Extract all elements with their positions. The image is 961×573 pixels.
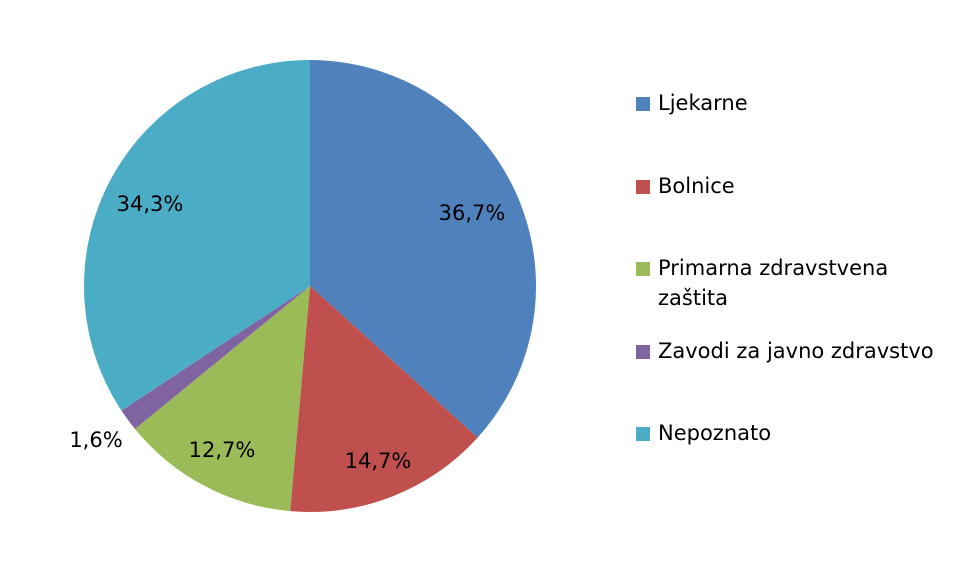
pie-slice xyxy=(121,286,310,429)
pie-slice xyxy=(134,286,310,512)
legend-label: Nepoznato xyxy=(658,421,772,445)
data-label: 14,7% xyxy=(345,449,412,473)
data-label: 12,7% xyxy=(189,438,256,462)
data-label: 1,6% xyxy=(69,428,122,452)
legend-swatch xyxy=(636,180,650,194)
pie-slice xyxy=(290,286,478,512)
legend-swatch xyxy=(636,427,650,441)
legend-swatch xyxy=(636,262,650,276)
legend-item-ljekarne: Ljekarne xyxy=(636,91,948,118)
legend-swatch xyxy=(636,345,650,359)
pie-slice xyxy=(83,59,310,411)
legend-item-primarna: Primarna zdravstvena zaštita xyxy=(636,256,948,313)
legend-label: Bolnice xyxy=(658,174,735,198)
legend-label: Ljekarne xyxy=(658,91,748,115)
legend-item-bolnice: Bolnice xyxy=(636,174,948,201)
data-label: 36,7% xyxy=(439,201,506,225)
legend-label: Primarna zdravstvena zaštita xyxy=(658,256,889,310)
legend-swatch xyxy=(636,97,650,111)
data-label: 34,3% xyxy=(117,192,184,216)
pie-slice xyxy=(310,60,536,438)
legend-label: Zavodi za javno zdravstvo xyxy=(658,339,934,363)
legend-item-nepoznato: Nepoznato xyxy=(636,421,948,448)
legend-item-zavodi: Zavodi za javno zdravstvo xyxy=(636,339,948,366)
